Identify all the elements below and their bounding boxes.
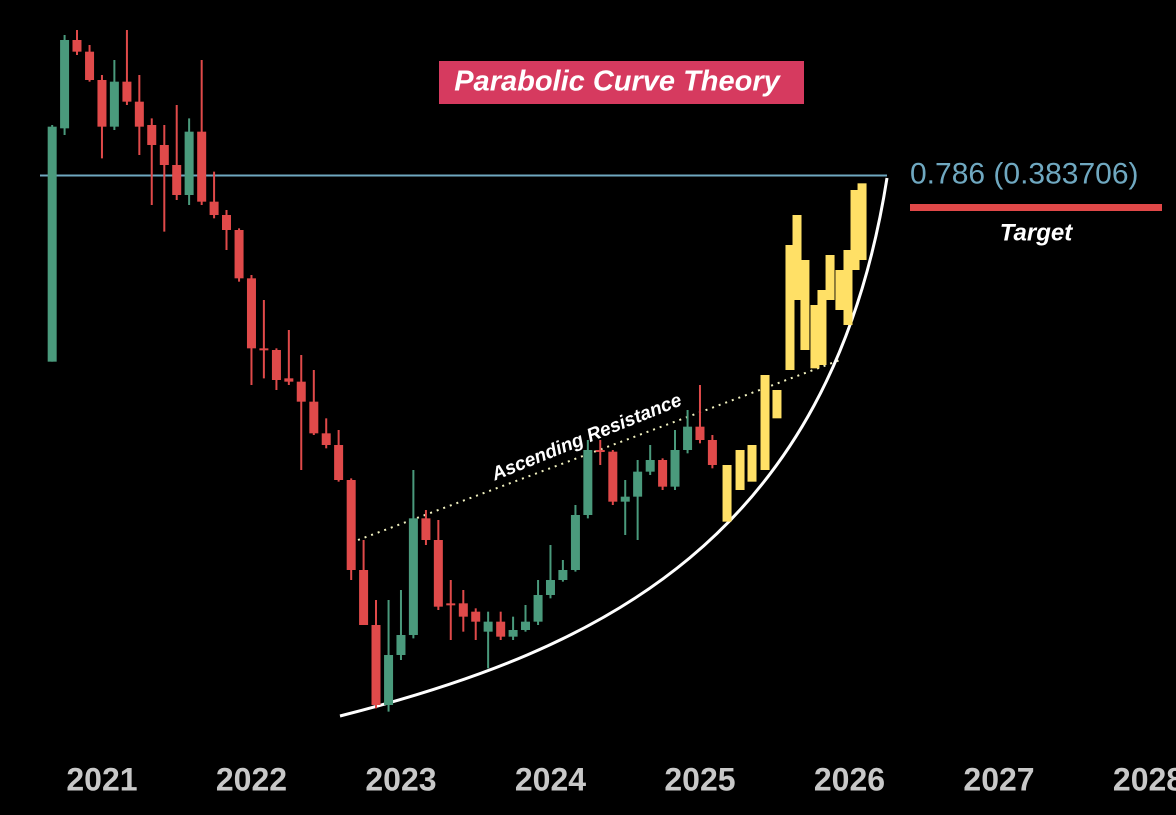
candle-body — [221, 215, 231, 230]
projection-bar — [835, 270, 845, 310]
candle-body — [159, 145, 169, 165]
candle-body — [421, 518, 431, 540]
candle-body — [271, 350, 281, 380]
candle-body — [109, 81, 119, 127]
candle-body — [583, 450, 593, 515]
candle-body — [197, 131, 207, 202]
candle-body — [570, 515, 580, 570]
candles — [47, 30, 867, 712]
candle-body — [483, 621, 493, 632]
candle-body — [695, 426, 705, 440]
projection-bar — [747, 445, 757, 482]
resistance-line — [357, 359, 841, 541]
projection-bar — [772, 390, 782, 419]
candle-body — [471, 611, 481, 622]
candle-body — [359, 570, 369, 625]
projection-bar — [810, 305, 820, 369]
candle-body — [384, 655, 394, 705]
candle-body — [645, 460, 655, 472]
chart-title: Parabolic Curve Theory — [454, 66, 781, 98]
x-tick-label: 2023 — [365, 761, 436, 797]
candle-body — [670, 450, 680, 487]
projection-bar — [857, 183, 867, 260]
candle-body — [259, 348, 269, 351]
candle-body — [396, 635, 406, 655]
projection-bar — [722, 465, 732, 522]
candle-body — [60, 40, 70, 129]
candle-body — [658, 460, 668, 487]
level-label: 0.786 (0.383706) — [910, 157, 1139, 190]
x-tick-label: 2027 — [963, 761, 1034, 797]
projection-bar — [843, 250, 853, 325]
candle-body — [408, 518, 418, 635]
candle-body — [558, 570, 568, 580]
x-tick-label: 2028 — [1113, 761, 1176, 797]
candle-body — [47, 126, 57, 362]
candle-body — [508, 630, 518, 637]
candle-body — [707, 440, 717, 465]
candle-body — [334, 445, 344, 480]
target-underline — [910, 204, 1162, 211]
candle-body — [533, 595, 543, 622]
candle-body — [321, 433, 331, 445]
candle-body — [433, 540, 443, 607]
x-tick-label: 2024 — [515, 761, 586, 797]
candle-body — [683, 426, 693, 450]
x-axis: 2021 2022 2023 2024 2025 2026 2027 2028 — [66, 761, 1176, 797]
projection-bar — [785, 245, 795, 370]
candle-body — [545, 580, 555, 595]
candle-body — [284, 378, 294, 382]
x-tick-label: 2026 — [814, 761, 885, 797]
x-tick-label: 2025 — [664, 761, 735, 797]
candle-body — [172, 165, 182, 195]
candle-body — [371, 625, 381, 705]
candle-body — [134, 101, 144, 127]
projection-bar — [817, 290, 827, 365]
candle-body — [633, 471, 643, 497]
target-label: Target — [1000, 219, 1073, 246]
projection-bar — [800, 260, 810, 350]
candle-body — [446, 603, 456, 606]
candle-body — [309, 401, 319, 434]
projection-bar — [825, 255, 835, 300]
candle-body — [122, 81, 132, 102]
candle-body — [85, 51, 95, 80]
candle-body — [72, 40, 82, 52]
candle-body — [346, 480, 356, 570]
x-tick-label: 2022 — [216, 761, 287, 797]
projection-bar — [735, 450, 745, 490]
candle-body — [496, 621, 506, 637]
candle-body — [246, 278, 256, 349]
projection-bar — [792, 215, 802, 300]
candle-body — [458, 603, 468, 617]
candle-body — [209, 201, 219, 215]
candle-body — [595, 450, 605, 452]
candle-body — [620, 496, 630, 502]
title-box — [439, 61, 804, 104]
candle-body — [147, 125, 157, 145]
projection-bar — [850, 190, 860, 270]
candle-body — [296, 381, 306, 402]
x-tick-label: 2021 — [66, 761, 137, 797]
candle-body — [521, 621, 531, 630]
candle-body — [234, 230, 244, 279]
projection-bar — [760, 375, 770, 470]
candle-body — [97, 80, 107, 127]
candle-body — [184, 131, 194, 195]
candle-body — [608, 451, 618, 502]
